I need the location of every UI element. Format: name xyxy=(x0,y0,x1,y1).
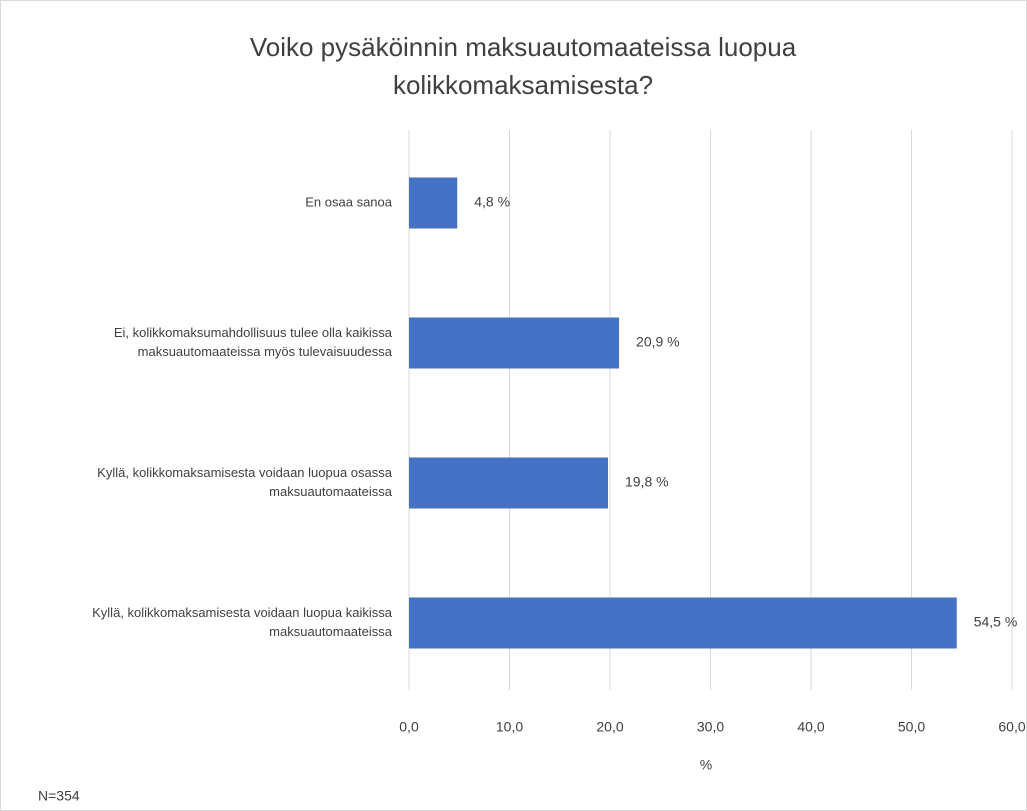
value-label: 20,9 % xyxy=(636,334,680,350)
value-label: 19,8 % xyxy=(625,474,669,490)
y-tick-label: maksuautomaateissa xyxy=(269,484,393,499)
bar xyxy=(409,597,957,649)
x-tick-label: 60,0 xyxy=(998,719,1025,735)
x-tick-label: 40,0 xyxy=(797,719,824,735)
bar xyxy=(409,177,458,229)
y-tick-label: Kyllä, kolikkomaksamisesta voidaan luopu… xyxy=(92,605,393,620)
y-tick-label: Ei, kolikkomaksumahdollisuus tulee olla … xyxy=(114,325,393,340)
x-tick-label: 10,0 xyxy=(496,719,523,735)
x-tick-label: 0,0 xyxy=(399,719,419,735)
y-tick-label: Kyllä, kolikkomaksamisesta voidaan luopu… xyxy=(97,465,393,480)
y-tick-label: maksuautomaateissa myös tulevaisuudessa xyxy=(138,344,393,359)
value-label: 4,8 % xyxy=(474,194,510,210)
x-tick-label: 50,0 xyxy=(898,719,925,735)
y-tick-label: En osaa sanoa xyxy=(305,194,393,209)
bar xyxy=(409,457,608,509)
x-tick-label: 20,0 xyxy=(596,719,623,735)
note: N=354 xyxy=(38,788,80,804)
x-axis-label: % xyxy=(700,757,712,773)
y-tick-label: maksuautomaateissa xyxy=(269,624,393,639)
value-label: 54,5 % xyxy=(974,614,1018,630)
bar xyxy=(409,317,620,369)
chart-title: Voiko pysäköinnin maksuautomaateissa luo… xyxy=(249,32,797,100)
x-tick-label: 30,0 xyxy=(697,719,724,735)
